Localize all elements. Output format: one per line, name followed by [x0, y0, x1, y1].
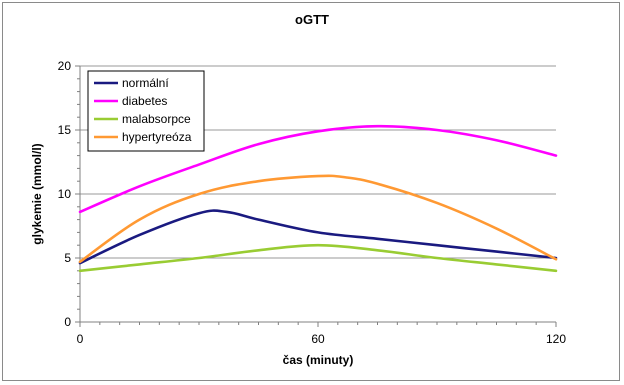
series-line-1 [78, 209, 558, 265]
series-line-3 [78, 243, 558, 273]
legend-label: normální [122, 76, 169, 90]
legend-label: hypertyreóza [122, 130, 192, 144]
y-tick-label: 5 [64, 251, 71, 265]
x-tick-label: 60 [311, 332, 325, 346]
legend-label: diabetes [122, 94, 167, 108]
legend-label: malabsorpce [122, 112, 191, 126]
y-tick-label: 10 [58, 187, 72, 201]
chart-title: oGTT [295, 12, 329, 27]
series-lines [78, 124, 558, 273]
y-axis-label: glykemie (mmol/l) [30, 143, 44, 244]
axes [75, 65, 557, 327]
x-axis-label: čas (minuty) [283, 353, 354, 367]
tick-labels: 0 5 10 15 20 0 60 120 [58, 59, 567, 346]
series-line-2 [78, 124, 558, 214]
legend: normální diabetes malabsorpce hypertyreóza [87, 70, 205, 152]
y-tick-label: 15 [58, 123, 72, 137]
series-line-4 [78, 174, 558, 264]
y-tick-label: 0 [64, 315, 71, 329]
y-tick-label: 20 [58, 59, 72, 73]
x-tick-label: 0 [77, 332, 84, 346]
x-tick-label: 120 [546, 332, 566, 346]
